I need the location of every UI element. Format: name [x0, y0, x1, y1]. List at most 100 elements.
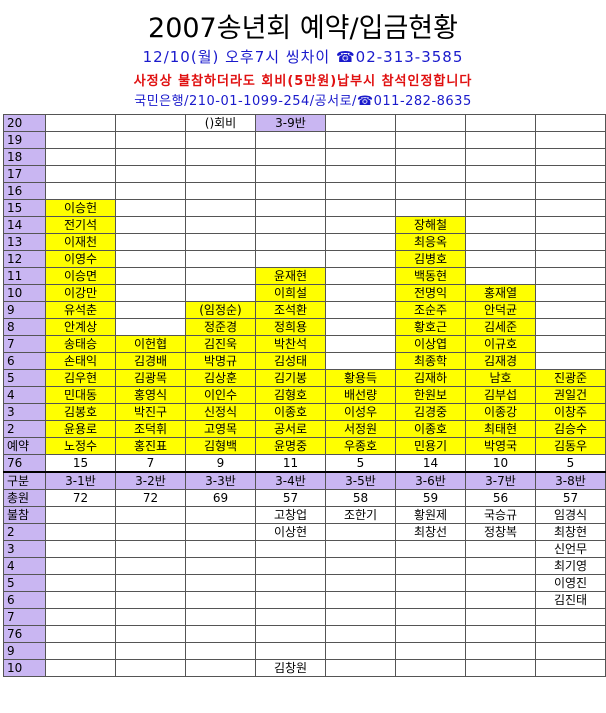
- absent-cell[interactable]: [395, 659, 466, 677]
- total-cell[interactable]: 72: [45, 489, 116, 507]
- table-cell[interactable]: 김진욱: [185, 335, 256, 353]
- table-cell[interactable]: 이희설: [255, 284, 326, 302]
- table-cell[interactable]: 이창주: [535, 403, 606, 421]
- table-cell[interactable]: [395, 131, 466, 149]
- absent-cell[interactable]: [45, 523, 116, 541]
- table-cell[interactable]: 송태승: [45, 335, 116, 353]
- class-cell[interactable]: 3-5반: [325, 471, 396, 490]
- absent-cell[interactable]: [115, 540, 186, 558]
- table-cell[interactable]: [115, 114, 186, 132]
- table-cell[interactable]: 박찬석: [255, 335, 326, 353]
- table-cell[interactable]: [115, 148, 186, 166]
- table-cell[interactable]: 김경중: [395, 403, 466, 421]
- row-label[interactable]: 18: [3, 148, 46, 166]
- total-cell[interactable]: 57: [255, 489, 326, 507]
- absent-cell[interactable]: [325, 591, 396, 609]
- absent-cell[interactable]: [115, 659, 186, 677]
- table-cell[interactable]: 홍영식: [115, 386, 186, 404]
- table-cell[interactable]: 신정식: [185, 403, 256, 421]
- absent-cell[interactable]: [465, 574, 536, 592]
- absent-cell[interactable]: [115, 608, 186, 626]
- table-cell[interactable]: [255, 250, 326, 268]
- total-cell[interactable]: 58: [325, 489, 396, 507]
- class-cell[interactable]: 3-2반: [115, 471, 186, 490]
- row-label[interactable]: 15: [3, 199, 46, 217]
- table-cell[interactable]: 최태현: [465, 420, 536, 438]
- absent-cell[interactable]: [395, 591, 466, 609]
- table-cell[interactable]: 고영목: [185, 420, 256, 438]
- table-cell[interactable]: 김병호: [395, 250, 466, 268]
- table-cell[interactable]: [535, 182, 606, 200]
- table-cell[interactable]: 이승면: [45, 267, 116, 285]
- table-cell[interactable]: 이종강: [465, 403, 536, 421]
- absent-cell[interactable]: [115, 557, 186, 575]
- row-label[interactable]: 76: [3, 625, 46, 643]
- table-cell[interactable]: [185, 182, 256, 200]
- table-cell[interactable]: [325, 182, 396, 200]
- table-cell[interactable]: [185, 148, 256, 166]
- absent-cell[interactable]: [325, 625, 396, 643]
- absent-cell[interactable]: 이상현: [255, 523, 326, 541]
- table-cell[interactable]: 최응옥: [395, 233, 466, 251]
- table-cell[interactable]: 전기석: [45, 216, 116, 234]
- table-cell[interactable]: (임정순): [185, 301, 256, 319]
- row-label[interactable]: 2: [3, 420, 46, 438]
- total-cell[interactable]: 56: [465, 489, 536, 507]
- table-cell[interactable]: [255, 233, 326, 251]
- absent-cell[interactable]: 황원제: [395, 506, 466, 524]
- table-cell[interactable]: 김부섭: [465, 386, 536, 404]
- table-cell[interactable]: [535, 284, 606, 302]
- table-cell[interactable]: [325, 148, 396, 166]
- table-cell[interactable]: [535, 114, 606, 132]
- table-cell[interactable]: 최종학: [395, 352, 466, 370]
- row-label[interactable]: 예약: [3, 437, 46, 455]
- table-cell[interactable]: 이인수: [185, 386, 256, 404]
- table-cell[interactable]: 이헌협: [115, 335, 186, 353]
- table-cell[interactable]: 노정수: [45, 437, 116, 455]
- class-cell[interactable]: 3-6반: [395, 471, 466, 490]
- total-cell[interactable]: 57: [535, 489, 606, 507]
- table-cell[interactable]: [115, 165, 186, 183]
- table-cell[interactable]: 한원보: [395, 386, 466, 404]
- table-cell[interactable]: 유석춘: [45, 301, 116, 319]
- table-cell[interactable]: [465, 148, 536, 166]
- table-cell[interactable]: [185, 165, 256, 183]
- table-cell[interactable]: [535, 267, 606, 285]
- total-cell[interactable]: 72: [115, 489, 186, 507]
- table-cell[interactable]: 이영수: [45, 250, 116, 268]
- absent-cell[interactable]: [255, 608, 326, 626]
- count-cell[interactable]: 14: [395, 454, 466, 473]
- total-cell[interactable]: 69: [185, 489, 256, 507]
- table-cell[interactable]: 3-9반: [255, 114, 326, 132]
- absent-cell[interactable]: [395, 625, 466, 643]
- table-cell[interactable]: [325, 267, 396, 285]
- absent-cell[interactable]: 조한기: [325, 506, 396, 524]
- row-label[interactable]: 16: [3, 182, 46, 200]
- row-label[interactable]: 4: [3, 386, 46, 404]
- absent-cell[interactable]: [115, 506, 186, 524]
- table-cell[interactable]: [45, 131, 116, 149]
- count-cell[interactable]: 5: [325, 454, 396, 473]
- row-label[interactable]: 19: [3, 131, 46, 149]
- table-cell[interactable]: [535, 199, 606, 217]
- table-cell[interactable]: 이성우: [325, 403, 396, 421]
- absent-cell[interactable]: [115, 642, 186, 660]
- total-header[interactable]: 총원: [3, 489, 46, 507]
- absent-cell[interactable]: [185, 523, 256, 541]
- table-cell[interactable]: 김기봉: [255, 369, 326, 387]
- absent-cell[interactable]: [535, 659, 606, 677]
- table-cell[interactable]: [115, 131, 186, 149]
- table-cell[interactable]: 김우현: [45, 369, 116, 387]
- absent-cell[interactable]: [185, 625, 256, 643]
- row-label[interactable]: 9: [3, 301, 46, 319]
- table-cell[interactable]: [115, 301, 186, 319]
- table-cell[interactable]: 홍재열: [465, 284, 536, 302]
- table-cell[interactable]: 손태익: [45, 352, 116, 370]
- table-cell[interactable]: [185, 267, 256, 285]
- absent-cell[interactable]: [45, 506, 116, 524]
- class-cell[interactable]: 3-4반: [255, 471, 326, 490]
- table-cell[interactable]: 안계상: [45, 318, 116, 336]
- table-cell[interactable]: 김형호: [255, 386, 326, 404]
- row-label[interactable]: 6: [3, 591, 46, 609]
- class-cell[interactable]: 3-3반: [185, 471, 256, 490]
